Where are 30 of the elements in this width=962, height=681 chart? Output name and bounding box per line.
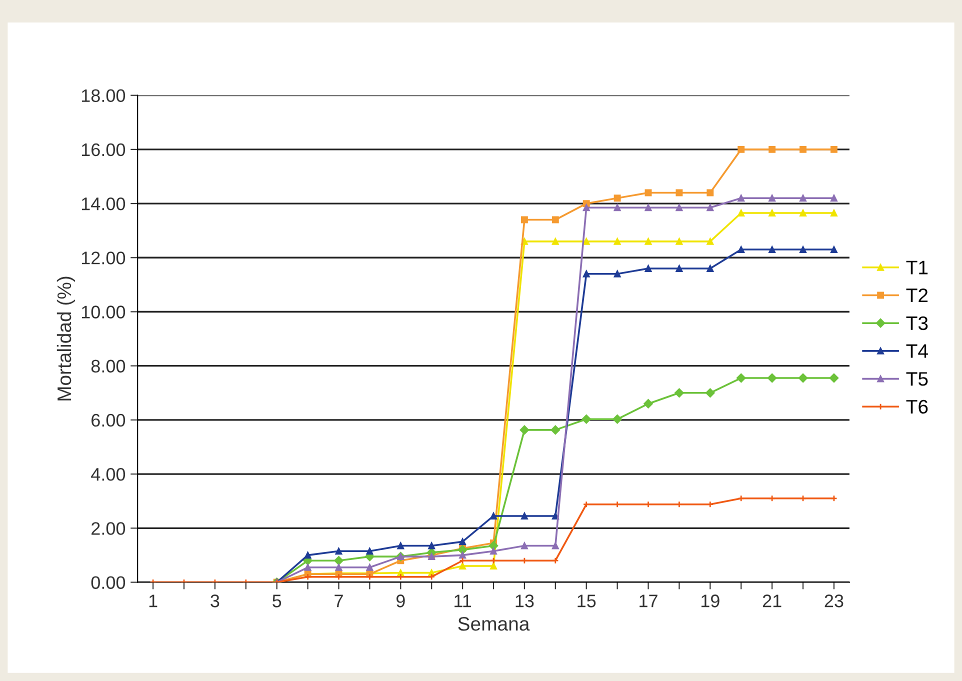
x-tick-label: 5 (272, 594, 282, 608)
y-tick-label: 2.00 (92, 522, 126, 535)
legend-label: T5 (906, 372, 928, 386)
x-tick-label: 3 (210, 594, 220, 608)
y-axis-title: Mortalidad (%) (56, 276, 76, 400)
y-tick-label: 18.00 (82, 89, 126, 102)
x-tick-label: 23 (824, 594, 844, 608)
x-tick-label: 15 (578, 594, 596, 608)
y-tick-label: 6.00 (92, 414, 126, 427)
x-tick-label: 11 (454, 594, 472, 608)
y-tick-label: 16.00 (82, 143, 126, 156)
x-tick-label: 1 (149, 594, 158, 608)
x-tick-label: 21 (762, 594, 782, 608)
legend-label: T1 (906, 260, 928, 274)
legend-label: T2 (906, 288, 928, 302)
x-tick-label: 7 (334, 594, 343, 608)
y-tick-label: 12.00 (82, 252, 126, 264)
y-tick-label: 4.00 (91, 468, 126, 481)
y-tick-label: 10.00 (82, 306, 126, 318)
legend-label: T3 (906, 316, 928, 330)
x-axis-title: Semana (458, 616, 530, 631)
y-tick-label: 0.00 (91, 576, 126, 589)
x-tick-label: 17 (640, 594, 658, 608)
x-tick-label: 19 (702, 594, 720, 608)
y-tick-label: 8.00 (91, 360, 126, 373)
legend-label: T4 (906, 344, 928, 358)
legend-label: T6 (906, 400, 928, 414)
y-tick-label: 14.00 (82, 197, 126, 210)
x-tick-label: 13 (516, 594, 534, 608)
x-tick-label: 9 (396, 594, 405, 608)
